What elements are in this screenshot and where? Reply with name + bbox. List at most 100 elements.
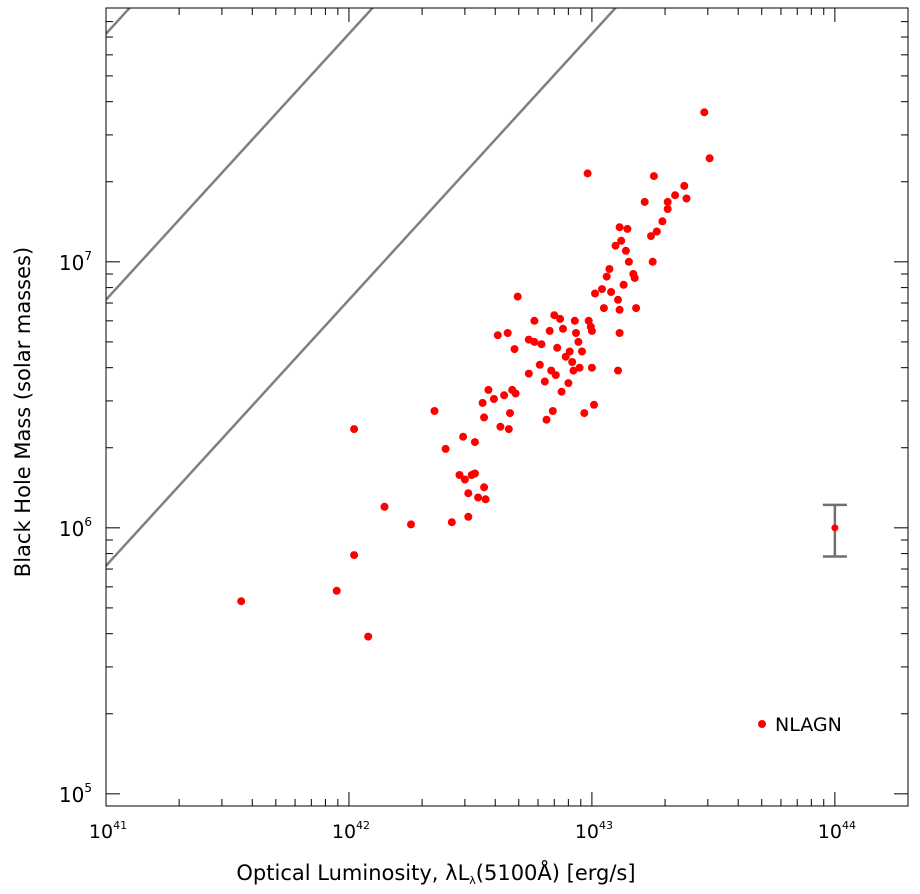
data-point bbox=[705, 154, 714, 163]
data-point bbox=[619, 280, 628, 289]
data-point bbox=[556, 314, 565, 323]
data-point bbox=[480, 483, 489, 492]
data-point bbox=[615, 223, 624, 232]
data-point bbox=[557, 387, 566, 396]
x-tick-label: 1043 bbox=[575, 819, 613, 843]
x-tick-label: 1041 bbox=[89, 819, 127, 843]
data-point bbox=[671, 191, 680, 200]
legend: NLAGN bbox=[758, 714, 842, 736]
data-point bbox=[640, 197, 649, 206]
data-point bbox=[540, 377, 549, 386]
data-point bbox=[568, 358, 577, 366]
data-point bbox=[553, 343, 562, 352]
data-point bbox=[496, 422, 505, 431]
data-point bbox=[614, 366, 622, 375]
eddington-lines bbox=[106, 8, 618, 568]
data-point bbox=[575, 363, 584, 372]
data-point bbox=[663, 205, 672, 213]
data-point bbox=[621, 246, 630, 255]
data-point bbox=[630, 273, 639, 282]
data-point bbox=[542, 415, 551, 424]
x-axis-label-subscript: λ bbox=[469, 874, 476, 887]
data-point bbox=[332, 586, 341, 595]
data-point bbox=[447, 518, 456, 527]
data-point bbox=[590, 400, 598, 409]
data-point bbox=[550, 311, 559, 320]
y-tick-label: 106 bbox=[59, 515, 92, 541]
data-point bbox=[511, 389, 520, 398]
data-point bbox=[578, 347, 586, 356]
data-point bbox=[648, 257, 657, 266]
data-points bbox=[237, 108, 714, 641]
data-point bbox=[658, 217, 667, 226]
data-point bbox=[649, 172, 658, 181]
data-point bbox=[407, 520, 415, 529]
data-point bbox=[350, 425, 359, 434]
x-tick-label: 1042 bbox=[332, 819, 370, 843]
data-point bbox=[513, 292, 522, 301]
legend-marker bbox=[758, 720, 766, 728]
data-point bbox=[480, 413, 489, 422]
data-point bbox=[632, 304, 641, 313]
data-point bbox=[489, 395, 498, 403]
data-point bbox=[524, 369, 533, 378]
data-point bbox=[587, 326, 596, 335]
data-point bbox=[615, 329, 624, 337]
x-tick-label: 1044 bbox=[818, 819, 856, 843]
data-point bbox=[493, 331, 502, 340]
data-point bbox=[647, 232, 655, 241]
x-axis-label-part-1: Optical Luminosity, λL bbox=[236, 861, 469, 885]
plot-frame bbox=[105, 7, 909, 807]
data-point bbox=[510, 345, 519, 354]
data-point bbox=[591, 289, 599, 298]
data-point bbox=[570, 316, 579, 325]
x-axis-label: Optical Luminosity, λLλ(5100Å) [erg/s] bbox=[236, 859, 635, 887]
error-bar-point bbox=[831, 524, 839, 532]
data-point bbox=[503, 329, 512, 337]
data-point bbox=[535, 360, 544, 369]
data-point bbox=[500, 391, 509, 400]
data-point bbox=[455, 471, 464, 479]
data-point bbox=[580, 409, 589, 418]
data-point bbox=[530, 337, 539, 346]
data-point bbox=[623, 224, 632, 233]
data-point bbox=[569, 366, 578, 375]
data-point bbox=[364, 632, 373, 641]
data-point bbox=[545, 326, 554, 335]
data-point bbox=[574, 337, 583, 346]
y-tick-label: 107 bbox=[59, 249, 92, 275]
data-point bbox=[350, 551, 359, 560]
data-point bbox=[559, 324, 567, 333]
data-point bbox=[470, 438, 479, 447]
eddington-line-2 bbox=[106, 8, 375, 302]
y-axis-label: Black Hole Mass (solar masses) bbox=[11, 247, 35, 577]
data-point bbox=[611, 241, 620, 250]
data-point bbox=[680, 181, 689, 190]
data-point bbox=[682, 194, 691, 203]
data-point bbox=[617, 236, 626, 245]
data-point bbox=[565, 347, 574, 356]
data-point bbox=[551, 371, 560, 380]
data-point bbox=[572, 329, 580, 337]
data-point bbox=[700, 108, 709, 117]
data-point bbox=[441, 444, 450, 453]
eddington-line-3 bbox=[106, 8, 618, 568]
data-point bbox=[478, 398, 487, 407]
data-point bbox=[605, 265, 614, 273]
data-point bbox=[474, 493, 483, 502]
data-point bbox=[624, 257, 633, 266]
data-point bbox=[504, 425, 513, 434]
data-point bbox=[380, 502, 389, 511]
data-point bbox=[584, 316, 593, 325]
data-point bbox=[564, 379, 573, 388]
data-point bbox=[537, 340, 546, 349]
data-point bbox=[587, 363, 596, 372]
data-point bbox=[481, 495, 490, 504]
data-point bbox=[237, 597, 246, 606]
error-bar bbox=[822, 503, 847, 558]
axis-ticks: 1041 1042 1043 1044 105 106 107 bbox=[59, 7, 909, 843]
data-point bbox=[583, 169, 592, 178]
data-point bbox=[598, 285, 606, 294]
data-point bbox=[599, 304, 608, 313]
